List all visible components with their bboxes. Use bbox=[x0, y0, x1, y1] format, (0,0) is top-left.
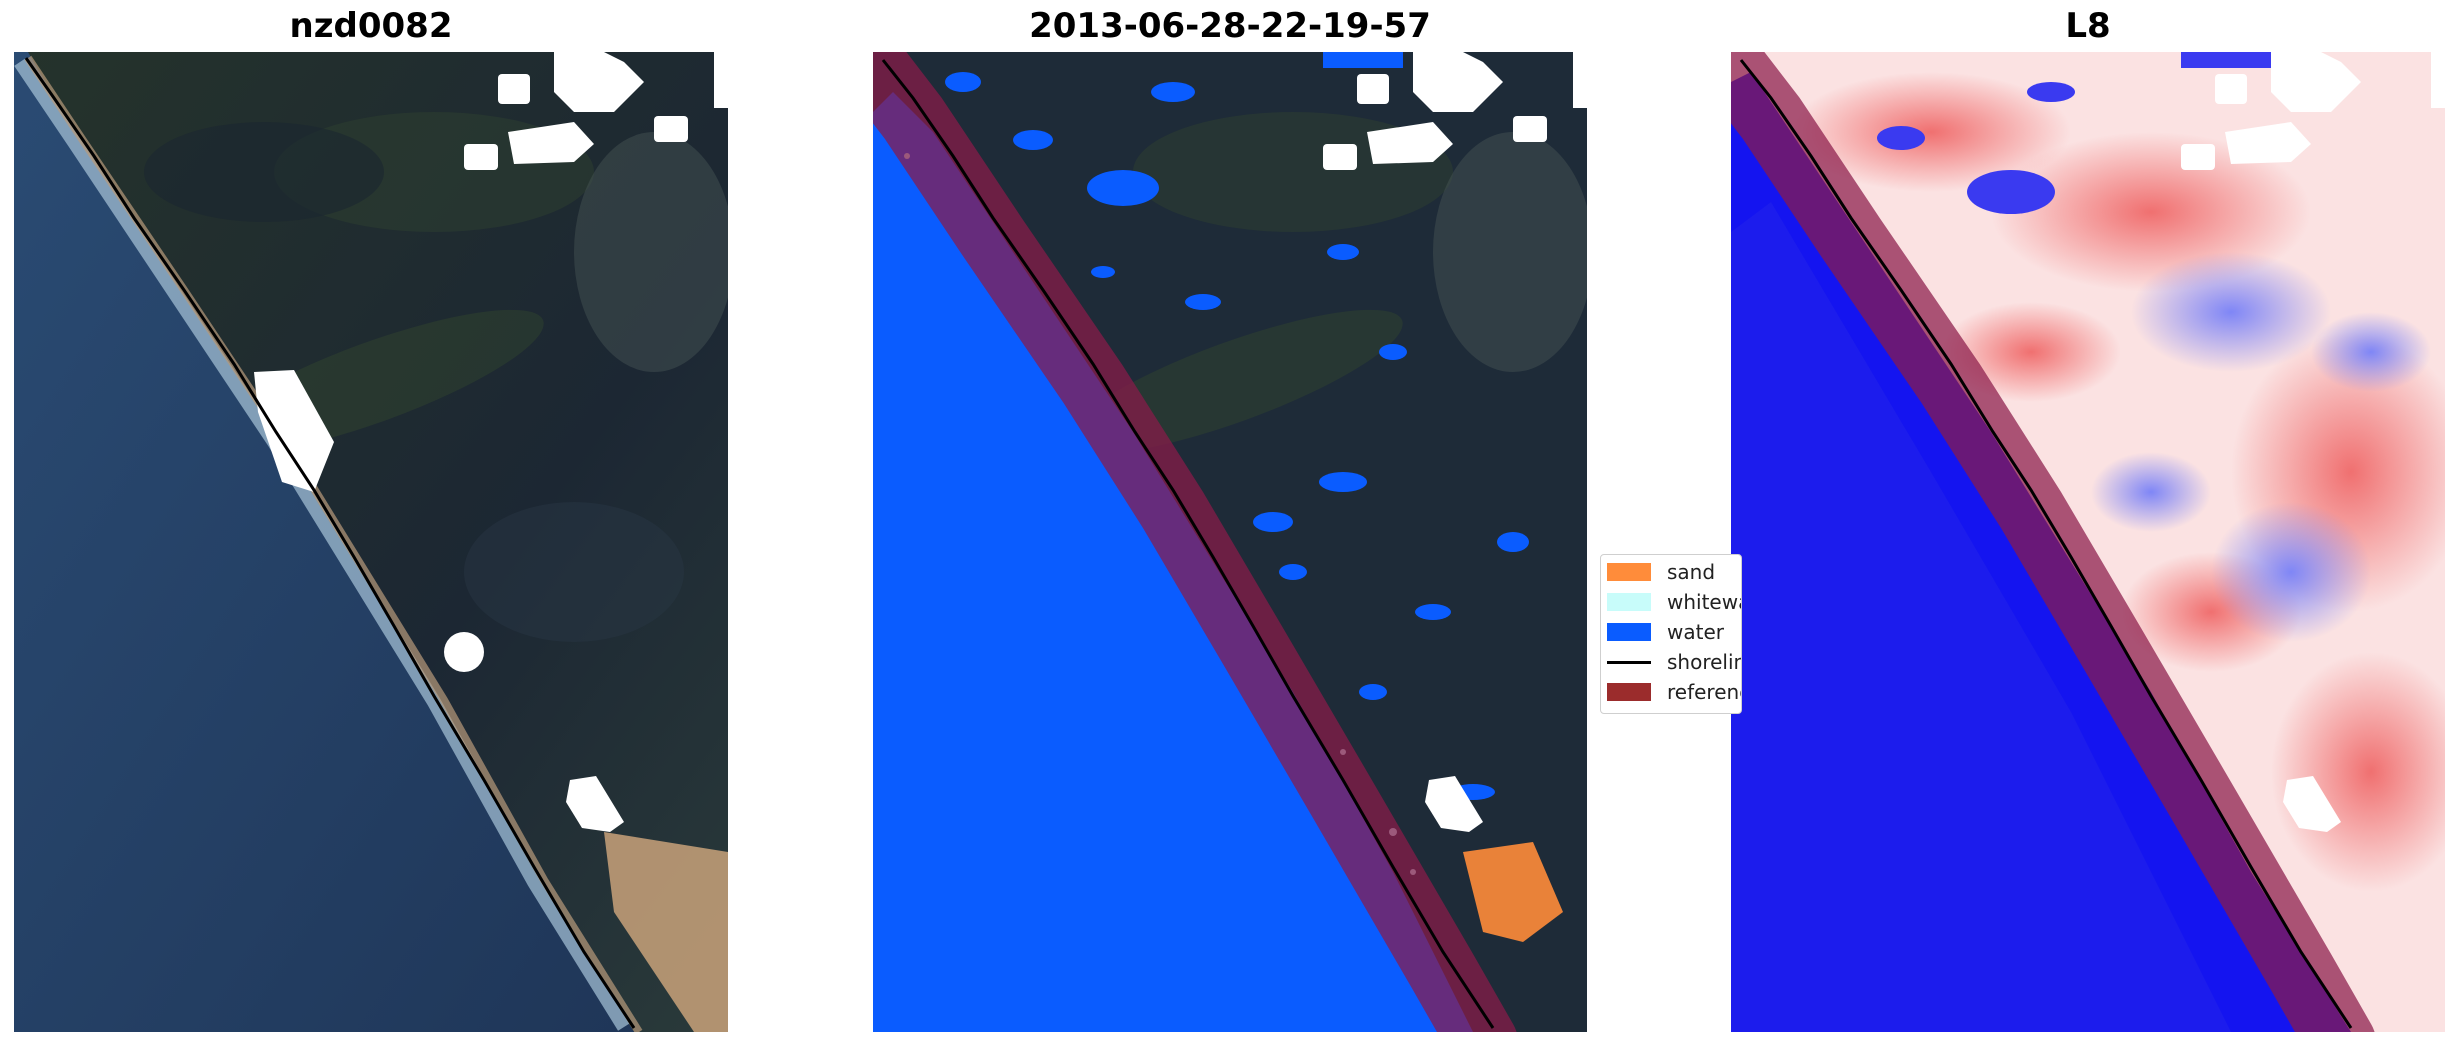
legend-label-water: water bbox=[1667, 620, 1724, 644]
legend-label-shoreline: shoreline bbox=[1667, 650, 1741, 674]
panel-title-index: L8 bbox=[2065, 6, 2111, 46]
legend-item-sand: sand bbox=[1607, 559, 1715, 585]
index-image bbox=[1731, 52, 2445, 1032]
whitewater-swatch bbox=[1607, 593, 1651, 611]
legend-item-water: water bbox=[1607, 619, 1724, 645]
panel-title-rgb: nzd0082 bbox=[289, 6, 453, 46]
index-image-panel bbox=[1731, 52, 2445, 1032]
classification-legend: sand whitewater water shoreline referenc… bbox=[1600, 554, 1742, 714]
legend-label-reference-buffer: reference shoreline buffer bbox=[1667, 680, 1741, 704]
sand-swatch bbox=[1607, 563, 1651, 581]
legend-item-whitewater: whitewater bbox=[1607, 589, 1741, 615]
panel-title-classified: 2013-06-28-22-19-57 bbox=[1029, 6, 1431, 46]
classified-image bbox=[873, 52, 1587, 1032]
reference-buffer-swatch bbox=[1607, 683, 1651, 701]
rgb-image bbox=[14, 52, 728, 1032]
water-swatch bbox=[1607, 623, 1651, 641]
legend-label-sand: sand bbox=[1667, 560, 1716, 584]
legend-item-shoreline: shoreline bbox=[1607, 649, 1741, 675]
rgb-image-panel bbox=[14, 52, 728, 1032]
legend-label-whitewater: whitewater bbox=[1667, 590, 1741, 614]
shoreline-line-swatch bbox=[1607, 660, 1651, 664]
classified-image-panel bbox=[873, 52, 1587, 1032]
legend-item-reference-buffer: reference shoreline buffer bbox=[1607, 679, 1741, 705]
